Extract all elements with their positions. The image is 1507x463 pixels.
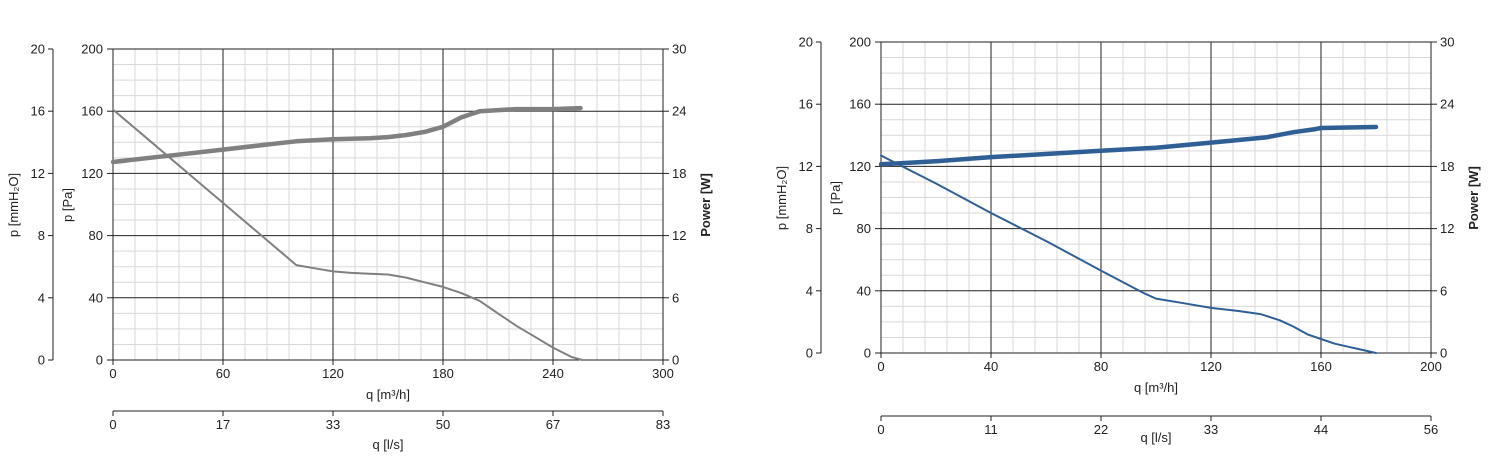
power-curve bbox=[111, 105, 583, 165]
x-tick-label: 300 bbox=[652, 366, 674, 381]
y-right-tick-label: 12 bbox=[672, 228, 686, 243]
y-left2-tick-label: 0 bbox=[806, 346, 813, 361]
plot-frame bbox=[112, 48, 664, 361]
y-right-tick-label: 30 bbox=[672, 42, 686, 57]
x2-tick-label: 22 bbox=[1094, 422, 1108, 437]
y-left2-tick-label: 4 bbox=[806, 283, 813, 298]
y-left2-tick-label: 20 bbox=[31, 42, 45, 57]
y-tick-label: 200 bbox=[81, 42, 103, 57]
y-tick-label: 0 bbox=[96, 353, 103, 368]
y-right-tick-label: 6 bbox=[1440, 283, 1447, 298]
y-left2-tick-label: 12 bbox=[31, 166, 45, 181]
major-grid bbox=[881, 42, 1431, 353]
x2-tick-label: 17 bbox=[216, 417, 230, 432]
x-tick-label: 40 bbox=[984, 359, 998, 374]
pressure-curve bbox=[880, 154, 1377, 354]
x-tick-label: 180 bbox=[432, 366, 454, 381]
y-tick-label: 0 bbox=[864, 346, 871, 361]
x-tick-label: 60 bbox=[216, 366, 230, 381]
y-axis-title: p [Pa] bbox=[828, 181, 843, 215]
y-tick-label: 200 bbox=[849, 35, 871, 50]
power-curve bbox=[879, 124, 1379, 167]
x-tick-label: 0 bbox=[877, 359, 884, 374]
y-left2-tick-label: 8 bbox=[38, 228, 45, 243]
y-left2-tick-label: 8 bbox=[806, 221, 813, 236]
x-tick-label: 200 bbox=[1420, 359, 1442, 374]
y-left2-tick-label: 0 bbox=[38, 353, 45, 368]
x-tick-label: 160 bbox=[1310, 359, 1332, 374]
y-left2-tick-label: 20 bbox=[799, 35, 813, 50]
x-tick-label: 240 bbox=[542, 366, 564, 381]
y-right-tick-label: 24 bbox=[672, 104, 686, 119]
y-right-tick-label: 0 bbox=[1440, 346, 1447, 361]
y-right-tick-label: 0 bbox=[672, 353, 679, 368]
y-left2-tick-label: 4 bbox=[38, 290, 45, 305]
y-tick-label: 40 bbox=[857, 283, 871, 298]
y-right-tick-label: 24 bbox=[1440, 97, 1454, 112]
minor-grid bbox=[113, 49, 663, 360]
x-axis-title: q [m³/h] bbox=[366, 387, 410, 402]
y-right-tick-label: 18 bbox=[1440, 159, 1454, 174]
y-tick-label: 120 bbox=[849, 159, 871, 174]
y-tick-label: 160 bbox=[81, 104, 103, 119]
y-left2-tick-label: 16 bbox=[799, 97, 813, 112]
x2-axis-title: q [l/s] bbox=[372, 437, 403, 452]
major-grid bbox=[113, 49, 663, 360]
y-right-axis-title: Power [W] bbox=[1466, 166, 1481, 230]
y-left2-axis-title: p [mmH₂O] bbox=[774, 166, 789, 230]
x2-tick-label: 56 bbox=[1424, 422, 1438, 437]
y-right-tick-label: 6 bbox=[672, 290, 679, 305]
y-right-tick-label: 18 bbox=[672, 166, 686, 181]
y-right-tick-label: 30 bbox=[1440, 35, 1454, 50]
y-left2-axis-title: p [mmH₂O] bbox=[6, 173, 21, 237]
y-right-tick-label: 12 bbox=[1440, 221, 1454, 236]
x-tick-label: 120 bbox=[1200, 359, 1222, 374]
x2-tick-label: 33 bbox=[1204, 422, 1218, 437]
x-tick-label: 120 bbox=[322, 366, 344, 381]
x2-tick-label: 50 bbox=[436, 417, 450, 432]
x-axis-title: q [m³/h] bbox=[1134, 380, 1178, 395]
y-tick-label: 80 bbox=[89, 228, 103, 243]
x2-tick-label: 83 bbox=[656, 417, 670, 432]
y-tick-label: 120 bbox=[81, 166, 103, 181]
plot-frame bbox=[880, 41, 1432, 354]
x2-tick-label: 0 bbox=[877, 422, 884, 437]
pressure-curve bbox=[112, 108, 584, 361]
y-tick-label: 160 bbox=[849, 97, 871, 112]
x2-tick-label: 33 bbox=[326, 417, 340, 432]
x2-tick-label: 0 bbox=[109, 417, 116, 432]
x2-tick-label: 67 bbox=[546, 417, 560, 432]
x-tick-label: 80 bbox=[1094, 359, 1108, 374]
y-axis-title: p [Pa] bbox=[60, 188, 75, 222]
x2-tick-label: 11 bbox=[984, 422, 998, 437]
x2-tick-label: 44 bbox=[1314, 422, 1328, 437]
y-left2-tick-label: 16 bbox=[31, 104, 45, 119]
y-left2-tick-label: 12 bbox=[799, 159, 813, 174]
x2-axis-title: q [l/s] bbox=[1140, 430, 1171, 445]
x-tick-label: 0 bbox=[109, 366, 116, 381]
y-right-axis-title: Power [W] bbox=[698, 173, 713, 237]
y-tick-label: 40 bbox=[89, 290, 103, 305]
y-tick-label: 80 bbox=[857, 221, 871, 236]
